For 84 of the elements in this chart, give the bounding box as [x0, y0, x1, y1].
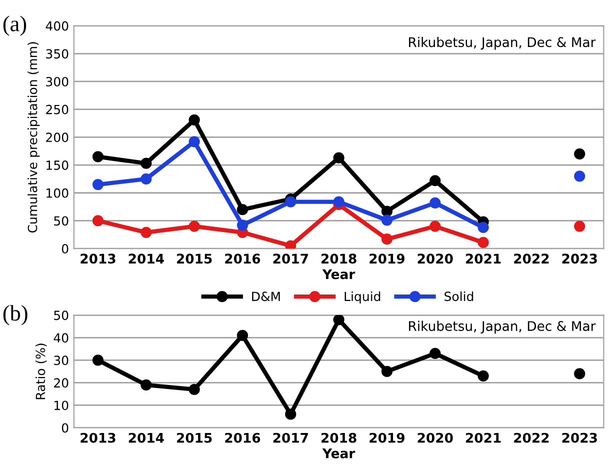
point	[236, 204, 248, 216]
point	[285, 196, 296, 208]
point	[430, 220, 441, 232]
y-tick-label: 350	[46, 49, 68, 59]
point	[430, 197, 441, 208]
y-tick-label: 300	[46, 76, 68, 86]
y-tick-label: 50	[54, 310, 68, 320]
x-tick-label: 2015	[177, 254, 212, 264]
point	[285, 240, 296, 249]
y-tick-label: 30	[54, 356, 68, 366]
x-tick-label: 2022	[514, 432, 549, 443]
point	[140, 173, 152, 185]
x-tick-label: 2016	[225, 254, 260, 264]
point	[188, 384, 200, 396]
y-tick-label: 0	[62, 423, 68, 433]
point	[574, 170, 586, 182]
legend-label: D&M	[252, 292, 280, 302]
x-tick-label: 2022	[514, 254, 549, 264]
x-axis-title: Year	[322, 448, 356, 458]
point	[285, 408, 296, 420]
annotation: Rikubetsu, Japan, Dec & Mar	[409, 320, 596, 334]
y-tick-label: 200	[46, 132, 68, 142]
y-axis-title: Cumulative precipitation (mm)	[28, 42, 40, 233]
point	[92, 354, 104, 366]
x-tick-label: 2019	[370, 254, 404, 264]
x-tick-label: 2021	[466, 432, 501, 443]
point	[381, 366, 393, 378]
point	[574, 368, 586, 380]
annotation: Rikubetsu, Japan, Dec & Mar	[409, 36, 596, 50]
x-tick-label: 2020	[418, 432, 453, 443]
x-tick-label: 2014	[128, 254, 164, 264]
point	[188, 220, 200, 232]
point	[478, 236, 489, 248]
point	[236, 330, 248, 341]
point	[92, 215, 104, 226]
point	[333, 196, 344, 208]
y-tick-label: 20	[54, 378, 68, 388]
point	[430, 175, 441, 186]
x-tick-label: 2017	[273, 254, 308, 264]
x-tick-label: 2019	[370, 432, 404, 443]
point	[478, 370, 489, 382]
point	[140, 158, 152, 169]
y-tick-label: 150	[46, 160, 68, 170]
y-tick-label: 100	[46, 188, 68, 198]
y-tick-label: 400	[46, 21, 68, 31]
point	[574, 220, 586, 232]
x-tick-label: 2018	[321, 432, 356, 443]
point	[92, 151, 104, 162]
y-tick-label: 40	[54, 333, 68, 343]
point	[188, 136, 200, 148]
x-tick-label: 2023	[562, 254, 597, 264]
y-tick-label: 0	[62, 244, 68, 254]
y-tick-label: 250	[46, 104, 68, 114]
point	[381, 206, 393, 217]
x-axis-title: Year	[322, 269, 356, 280]
x-tick-label: 2023	[562, 432, 597, 443]
point	[381, 214, 393, 226]
text: (b)	[3, 305, 28, 326]
point	[478, 222, 489, 233]
legend-label: Liquid	[344, 291, 380, 304]
legend-label: Solid	[444, 291, 474, 302]
x-tick-label: 2015	[177, 432, 212, 443]
x-tick-label: 2021	[466, 254, 501, 264]
point	[140, 226, 152, 238]
x-tick-label: 2013	[80, 432, 116, 443]
point	[140, 379, 152, 391]
point	[92, 178, 104, 190]
point	[236, 220, 248, 231]
x-tick-label: 2014	[128, 432, 164, 443]
x-tick-label: 2016	[225, 432, 260, 443]
point	[430, 348, 441, 359]
text: (a)	[3, 16, 26, 36]
x-tick-label: 2013	[80, 254, 116, 264]
point	[574, 148, 586, 160]
x-tick-label: 2017	[273, 432, 308, 443]
y-tick-label: 10	[54, 400, 68, 410]
x-tick-label: 2018	[321, 254, 356, 264]
point	[188, 114, 200, 126]
x-tick-label: 2020	[418, 254, 453, 264]
point	[333, 152, 344, 164]
point	[381, 234, 393, 245]
y-tick-label: 50	[54, 216, 68, 226]
point	[333, 315, 344, 326]
y-axis-title: Ratio (%)	[36, 344, 47, 400]
